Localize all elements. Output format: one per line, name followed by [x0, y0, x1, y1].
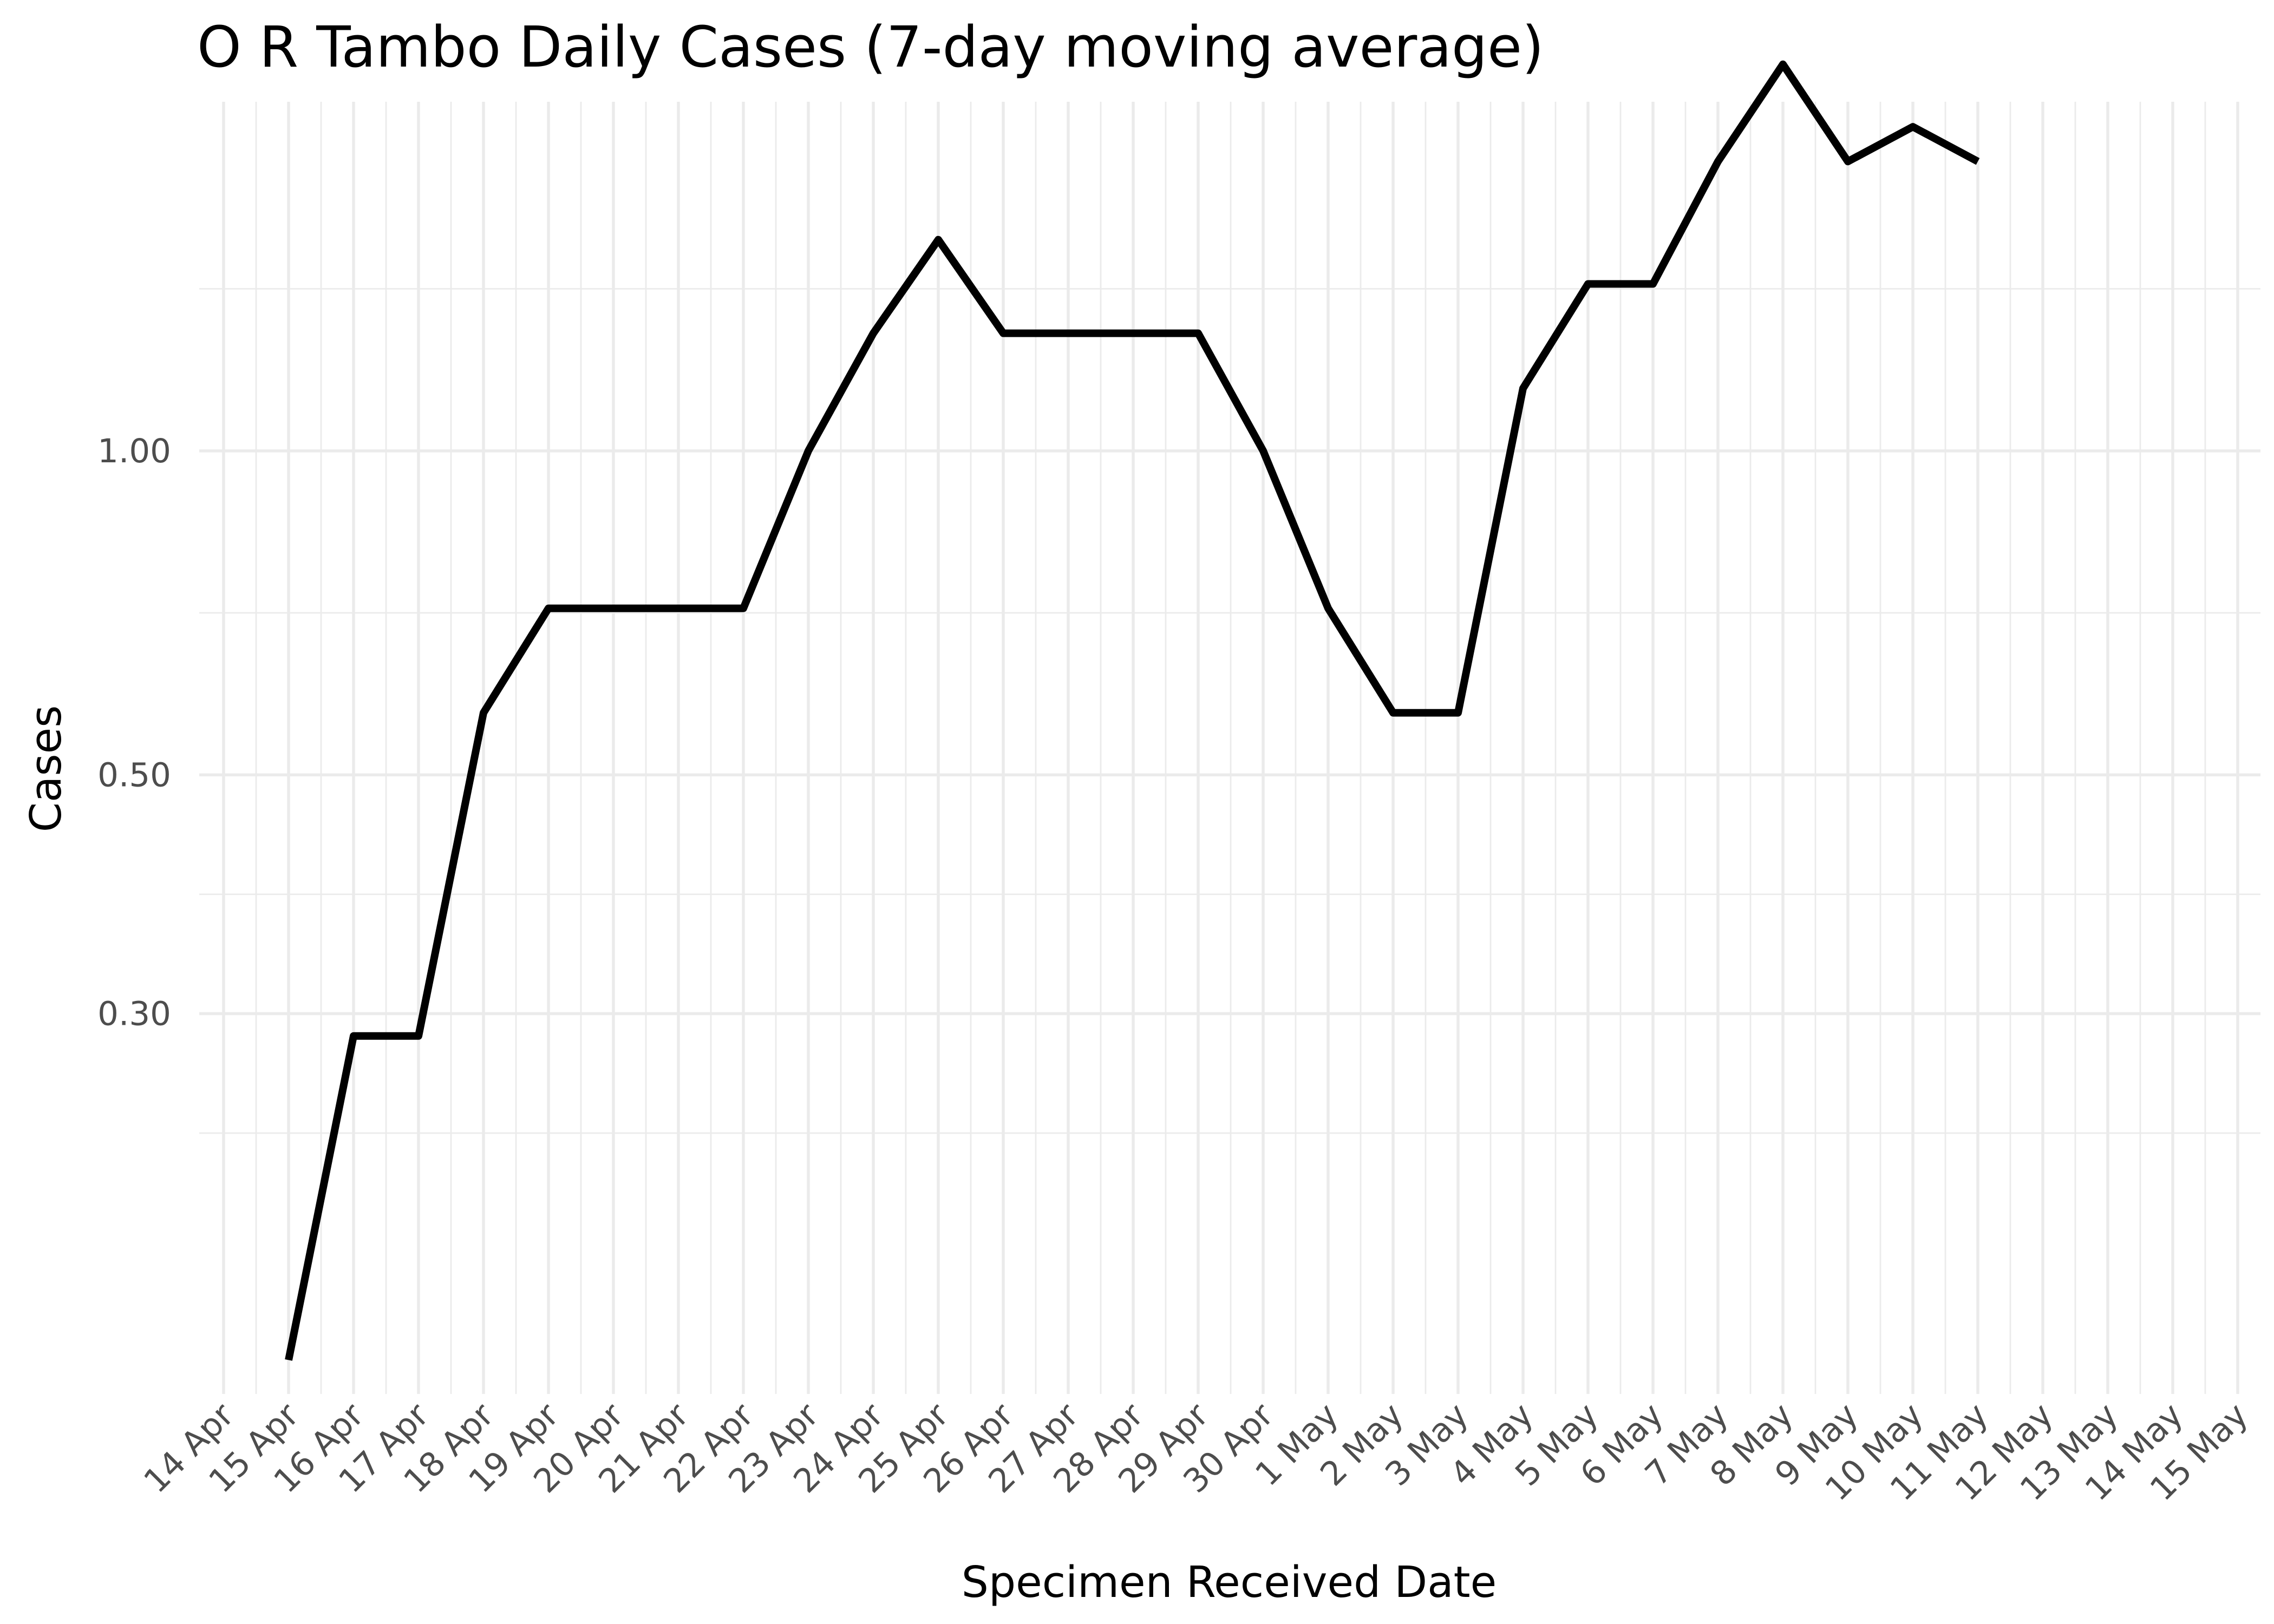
- series-lines: [285, 60, 1980, 1361]
- minor-gridlines: [199, 102, 2260, 1394]
- y-tick-label: 1.00: [97, 432, 171, 470]
- y-tick-labels: 0.30 0.50 1.00: [97, 432, 171, 1033]
- y-tick-label: 0.30: [97, 995, 171, 1033]
- major-gridlines: [199, 102, 2260, 1394]
- series-line: [285, 60, 1980, 1361]
- chart-title: O R Tambo Daily Cases (7-day moving aver…: [197, 14, 1544, 80]
- x-axis-title: Specimen Received Date: [962, 1557, 1497, 1607]
- y-tick-label: 0.50: [97, 756, 171, 794]
- y-axis-title: Cases: [21, 705, 71, 833]
